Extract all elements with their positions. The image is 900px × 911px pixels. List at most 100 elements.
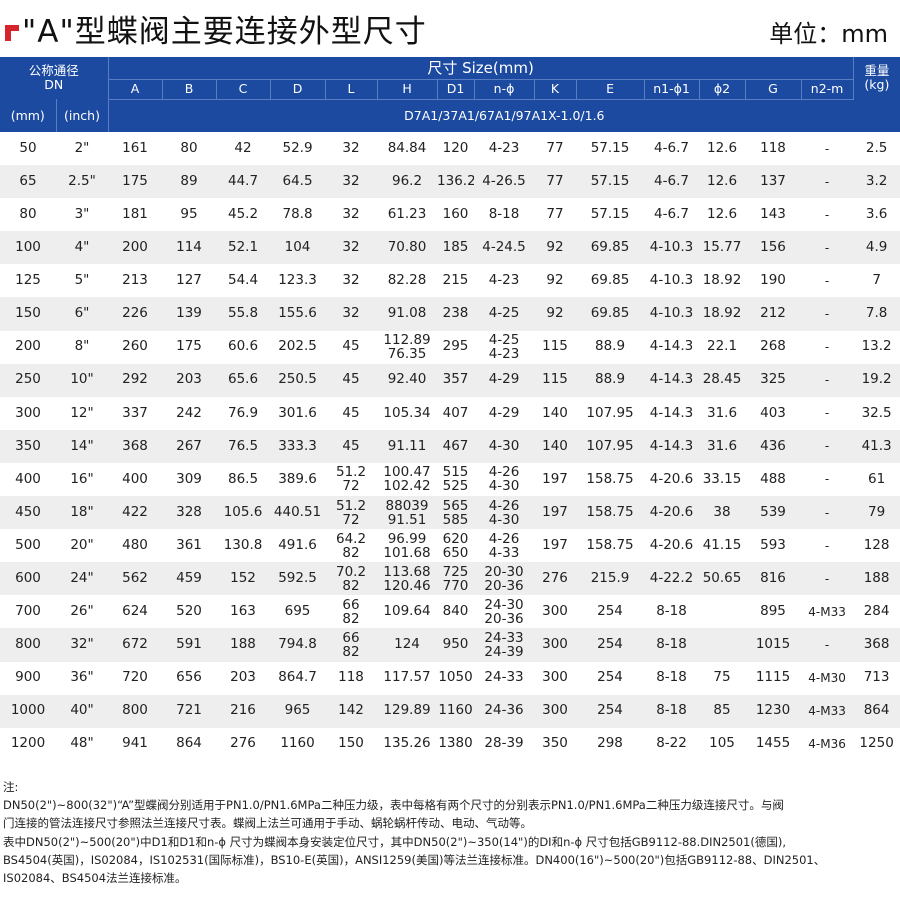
table-cell: 45 bbox=[325, 429, 378, 463]
table-cell: 4-20.6 bbox=[649, 470, 694, 487]
table-cell: - bbox=[824, 273, 830, 288]
table-cell: 520 bbox=[176, 603, 202, 620]
table-cell: 79 bbox=[853, 496, 900, 530]
table-cell: 292 bbox=[108, 363, 163, 397]
cell-line: 24-30 bbox=[484, 596, 524, 613]
table-cell: 250 bbox=[0, 363, 56, 397]
note-line: DN50(2")~800(32")“A”型蝶阀分别适用于PN1.0/PN1.6M… bbox=[3, 798, 784, 813]
table-cell: 24-30 20-36 bbox=[474, 595, 534, 628]
table-cell: 197 bbox=[542, 470, 568, 487]
table-cell: 2.5" bbox=[56, 165, 109, 199]
table-cell: 4-14.3 bbox=[644, 429, 700, 463]
table-cell: 12" bbox=[70, 404, 94, 421]
table-cell: 620 650 bbox=[437, 529, 474, 562]
table-cell: 77 bbox=[546, 139, 564, 156]
table-cell: 140 bbox=[542, 404, 568, 421]
table-cell: 61.23 bbox=[387, 205, 427, 222]
table-cell: 794.8 bbox=[270, 628, 326, 662]
table-cell: 107.95 bbox=[586, 404, 634, 421]
table-cell: 139 bbox=[162, 297, 217, 331]
table-cell: 212 bbox=[745, 297, 802, 331]
table-cell: 1200 bbox=[10, 735, 46, 752]
cell-line: 725 bbox=[442, 563, 469, 580]
table-cell: 41.15 bbox=[702, 536, 742, 553]
table-cell: 32 bbox=[342, 272, 360, 289]
note-line: 门连接的管法连接尺寸参照法兰连接尺寸表。蝶阀上法兰可通用于手动、蜗轮蜗杆传动、电… bbox=[3, 816, 532, 831]
table-cell: 422 bbox=[108, 496, 163, 530]
table-cell: 5" bbox=[74, 272, 90, 289]
column-header: D bbox=[269, 79, 326, 100]
table-cell: 85 bbox=[699, 694, 746, 728]
table-cell: 800 bbox=[0, 628, 56, 662]
table-cell: 60.6 bbox=[227, 338, 259, 355]
table-cell: 65 bbox=[0, 165, 56, 199]
cell-line: 66 bbox=[342, 629, 360, 646]
table-cell: 950 bbox=[437, 628, 475, 662]
table-cell: 4-6.7 bbox=[644, 165, 700, 199]
table-cell: 86.5 bbox=[227, 470, 259, 487]
table-cell: 300 bbox=[15, 404, 41, 421]
column-header: B bbox=[161, 79, 217, 100]
table-cell: 1160 bbox=[280, 735, 315, 752]
table-cell: 77 bbox=[546, 205, 564, 222]
table-cell: 18" bbox=[56, 496, 109, 530]
table-cell: 389.6 bbox=[278, 470, 317, 487]
table-cell: 32 bbox=[342, 139, 360, 156]
cell-line: 565 bbox=[442, 497, 469, 514]
table-cell: 70.80 bbox=[377, 231, 438, 265]
table-cell: 50.65 bbox=[699, 562, 746, 596]
table-cell: 150 bbox=[0, 297, 56, 331]
table-cell: 895 bbox=[760, 603, 786, 620]
table-cell: 12.6 bbox=[706, 205, 738, 222]
table-cell: 91.11 bbox=[377, 429, 438, 463]
table-cell: 4-24.5 bbox=[474, 231, 535, 265]
table-cell: 8-18 bbox=[644, 694, 700, 728]
cell-line: 4-25 bbox=[488, 332, 520, 349]
table-row: 500 20" 480 361 130.8 491.6 64.2 82 96.99 101.68 6… bbox=[0, 529, 900, 562]
table-cell: 361 bbox=[176, 536, 202, 553]
weight-label: 重量 bbox=[864, 63, 890, 79]
title-bar: "A"型蝶阀主要连接外型尺寸 单位：mm bbox=[0, 0, 900, 52]
table-cell: 45 bbox=[342, 404, 360, 421]
table-cell: 1250 bbox=[859, 735, 894, 752]
table-cell: 238 bbox=[437, 297, 475, 331]
table-cell: 51.2 72 bbox=[325, 496, 378, 530]
note-line: IS02084、BS4504法兰连接标准。 bbox=[3, 871, 187, 886]
table-cell: 337 bbox=[122, 404, 148, 421]
table-cell: 181 bbox=[122, 205, 148, 222]
table-cell: 95 bbox=[180, 205, 198, 222]
weight-header: 重量 (kg) bbox=[852, 57, 900, 99]
note-line: 表中DN50(2")~500(20")中D1和D1和n-ϕ 尺寸为蝶阀本身安装定… bbox=[3, 834, 787, 849]
table-cell: 4-M33 bbox=[801, 694, 854, 728]
table-cell: 8-18 bbox=[644, 628, 700, 662]
table-cell: 1230 bbox=[745, 694, 802, 728]
table-cell: 4-29 bbox=[488, 404, 520, 421]
table-cell: 721 bbox=[162, 694, 217, 728]
table-cell: 515 525 bbox=[437, 463, 474, 496]
cell-line: 76.35 bbox=[387, 346, 427, 363]
table-cell: 840 bbox=[442, 603, 469, 620]
cell-line: 102.42 bbox=[383, 478, 431, 495]
table-cell: 22.1 bbox=[706, 338, 738, 355]
table-cell: 38 bbox=[699, 496, 746, 530]
table-cell: 152 bbox=[216, 562, 271, 596]
table-cell: 115 bbox=[542, 338, 568, 355]
table-cell: 203 bbox=[230, 669, 256, 686]
nominal-label: 公称通径 bbox=[28, 63, 79, 79]
table-cell: 254 bbox=[576, 694, 645, 728]
table-cell: 52.1 bbox=[216, 231, 271, 265]
table-cell: 18.92 bbox=[699, 297, 746, 331]
mm-header: (mm) bbox=[0, 99, 56, 132]
table-cell: - bbox=[824, 472, 830, 487]
table-cell: 150 bbox=[338, 735, 364, 752]
table-cell: 254 bbox=[597, 669, 623, 686]
table-cell: 69.85 bbox=[576, 231, 645, 265]
table-cell: 64.2 82 bbox=[325, 529, 377, 562]
table-cell: 226 bbox=[108, 297, 163, 331]
table-cell: 1455 bbox=[755, 735, 791, 752]
table-cell: 267 bbox=[162, 429, 217, 463]
table-row: 200 8" 260 175 60.6 202.5 45 112.89 76.35 295 4-25… bbox=[0, 331, 900, 364]
table-cell: 140 bbox=[534, 429, 577, 463]
table-cell: 325 bbox=[745, 363, 802, 397]
table-cell: 161 bbox=[122, 139, 148, 156]
